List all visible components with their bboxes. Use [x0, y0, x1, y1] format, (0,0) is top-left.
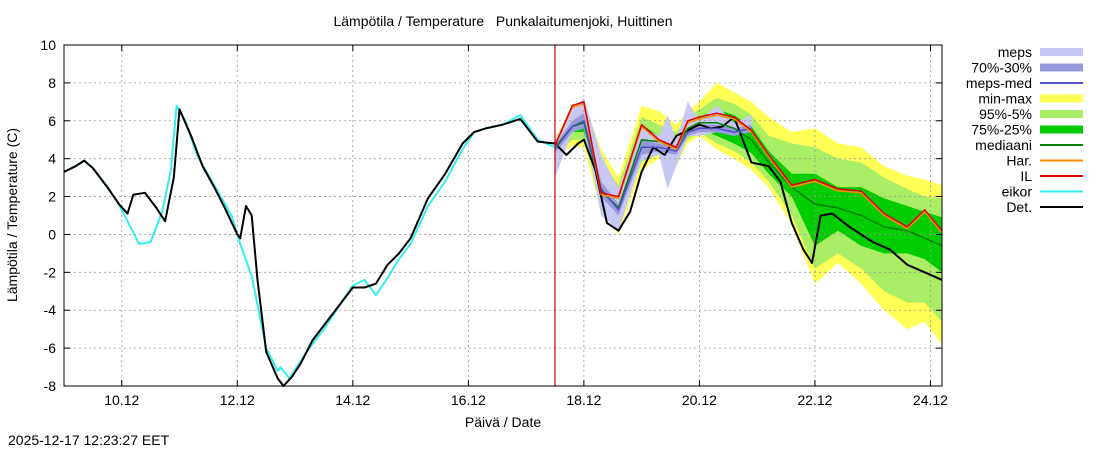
legend-item-70pct-30pct: 70%-30% — [971, 60, 1083, 76]
legend-label: Har. — [1006, 153, 1032, 169]
series-il — [554, 101, 943, 232]
series-lines — [63, 101, 943, 387]
legend-label: min-max — [978, 91, 1032, 107]
y-tick-label: -2 — [44, 264, 57, 280]
legend-label: meps — [998, 44, 1032, 60]
legend-item-95pct-5pct: 95%-5% — [979, 106, 1083, 122]
y-tick-label: -4 — [44, 302, 57, 318]
legend-item-det: Det. — [1006, 199, 1083, 215]
legend-item-min-max: min-max — [978, 91, 1083, 107]
legend-label: mediaani — [975, 137, 1032, 153]
x-tick-label: 12.12 — [220, 392, 255, 408]
x-axis-label: Päivä / Date — [465, 414, 541, 430]
plot-frame — [63, 44, 943, 387]
legend-item-meps-med: meps-med — [966, 75, 1083, 91]
legend-swatch — [1040, 110, 1083, 118]
legend-item-il: IL — [1020, 168, 1083, 184]
y-tick-label: 0 — [48, 226, 56, 242]
x-tick-label: 16.12 — [451, 392, 486, 408]
x-tick-label: 10.12 — [104, 392, 139, 408]
x-tick-label: 14.12 — [335, 392, 370, 408]
timestamp: 2025-12-17 12:23:27 EET — [8, 432, 170, 448]
legend-swatch — [1040, 48, 1083, 56]
legend-item-har: Har. — [1006, 153, 1083, 169]
band-70pct-30pct — [555, 113, 752, 216]
y-tick-label: 6 — [48, 113, 56, 129]
y-tick-label: 2 — [48, 189, 56, 205]
legend-label: Det. — [1006, 199, 1032, 215]
legend-swatch — [1040, 63, 1083, 72]
legend-swatch — [1040, 94, 1083, 103]
legend-item-mediaani: mediaani — [975, 137, 1083, 153]
y-tick-label: 4 — [48, 151, 56, 167]
series-meps-med — [554, 120, 752, 211]
legend-label: meps-med — [966, 75, 1032, 91]
series-det — [63, 108, 943, 387]
y-tick-label: 8 — [48, 75, 56, 91]
chart-title: Lämpötila / Temperature Punkalaitumenjok… — [333, 13, 672, 29]
y-tick-label: 10 — [40, 37, 56, 53]
y-axis-label: Lämpötila / Temperature (C) — [4, 128, 20, 302]
legend-swatch — [1040, 125, 1083, 134]
legend-label: eikor — [1002, 184, 1033, 200]
legend-item-75pct-25pct: 75%-25% — [971, 122, 1083, 138]
x-tick-label: 22.12 — [797, 392, 832, 408]
legend: meps70%-30%meps-medmin-max95%-5%75%-25%m… — [966, 44, 1083, 215]
legend-label: IL — [1020, 168, 1032, 184]
legend-label: 70%-30% — [971, 60, 1032, 76]
x-tick-label: 18.12 — [566, 392, 601, 408]
legend-item-meps: meps — [998, 44, 1083, 60]
legend-item-eikor: eikor — [1002, 184, 1083, 200]
y-tick-label: -8 — [44, 378, 57, 394]
x-tick-label: 20.12 — [682, 392, 717, 408]
band-75pct-25pct — [555, 109, 942, 273]
y-tick-label: -6 — [44, 340, 57, 356]
series-har — [554, 102, 943, 234]
x-tick-label: 24.12 — [913, 392, 948, 408]
axis-ticks: 10.12 12.12 14.12 16.12 18.12 20.12 22.12 24.12… — [40, 37, 948, 408]
legend-label: 95%-5% — [979, 106, 1032, 122]
legend-label: 75%-25% — [971, 122, 1032, 138]
series-eikor — [63, 104, 556, 380]
